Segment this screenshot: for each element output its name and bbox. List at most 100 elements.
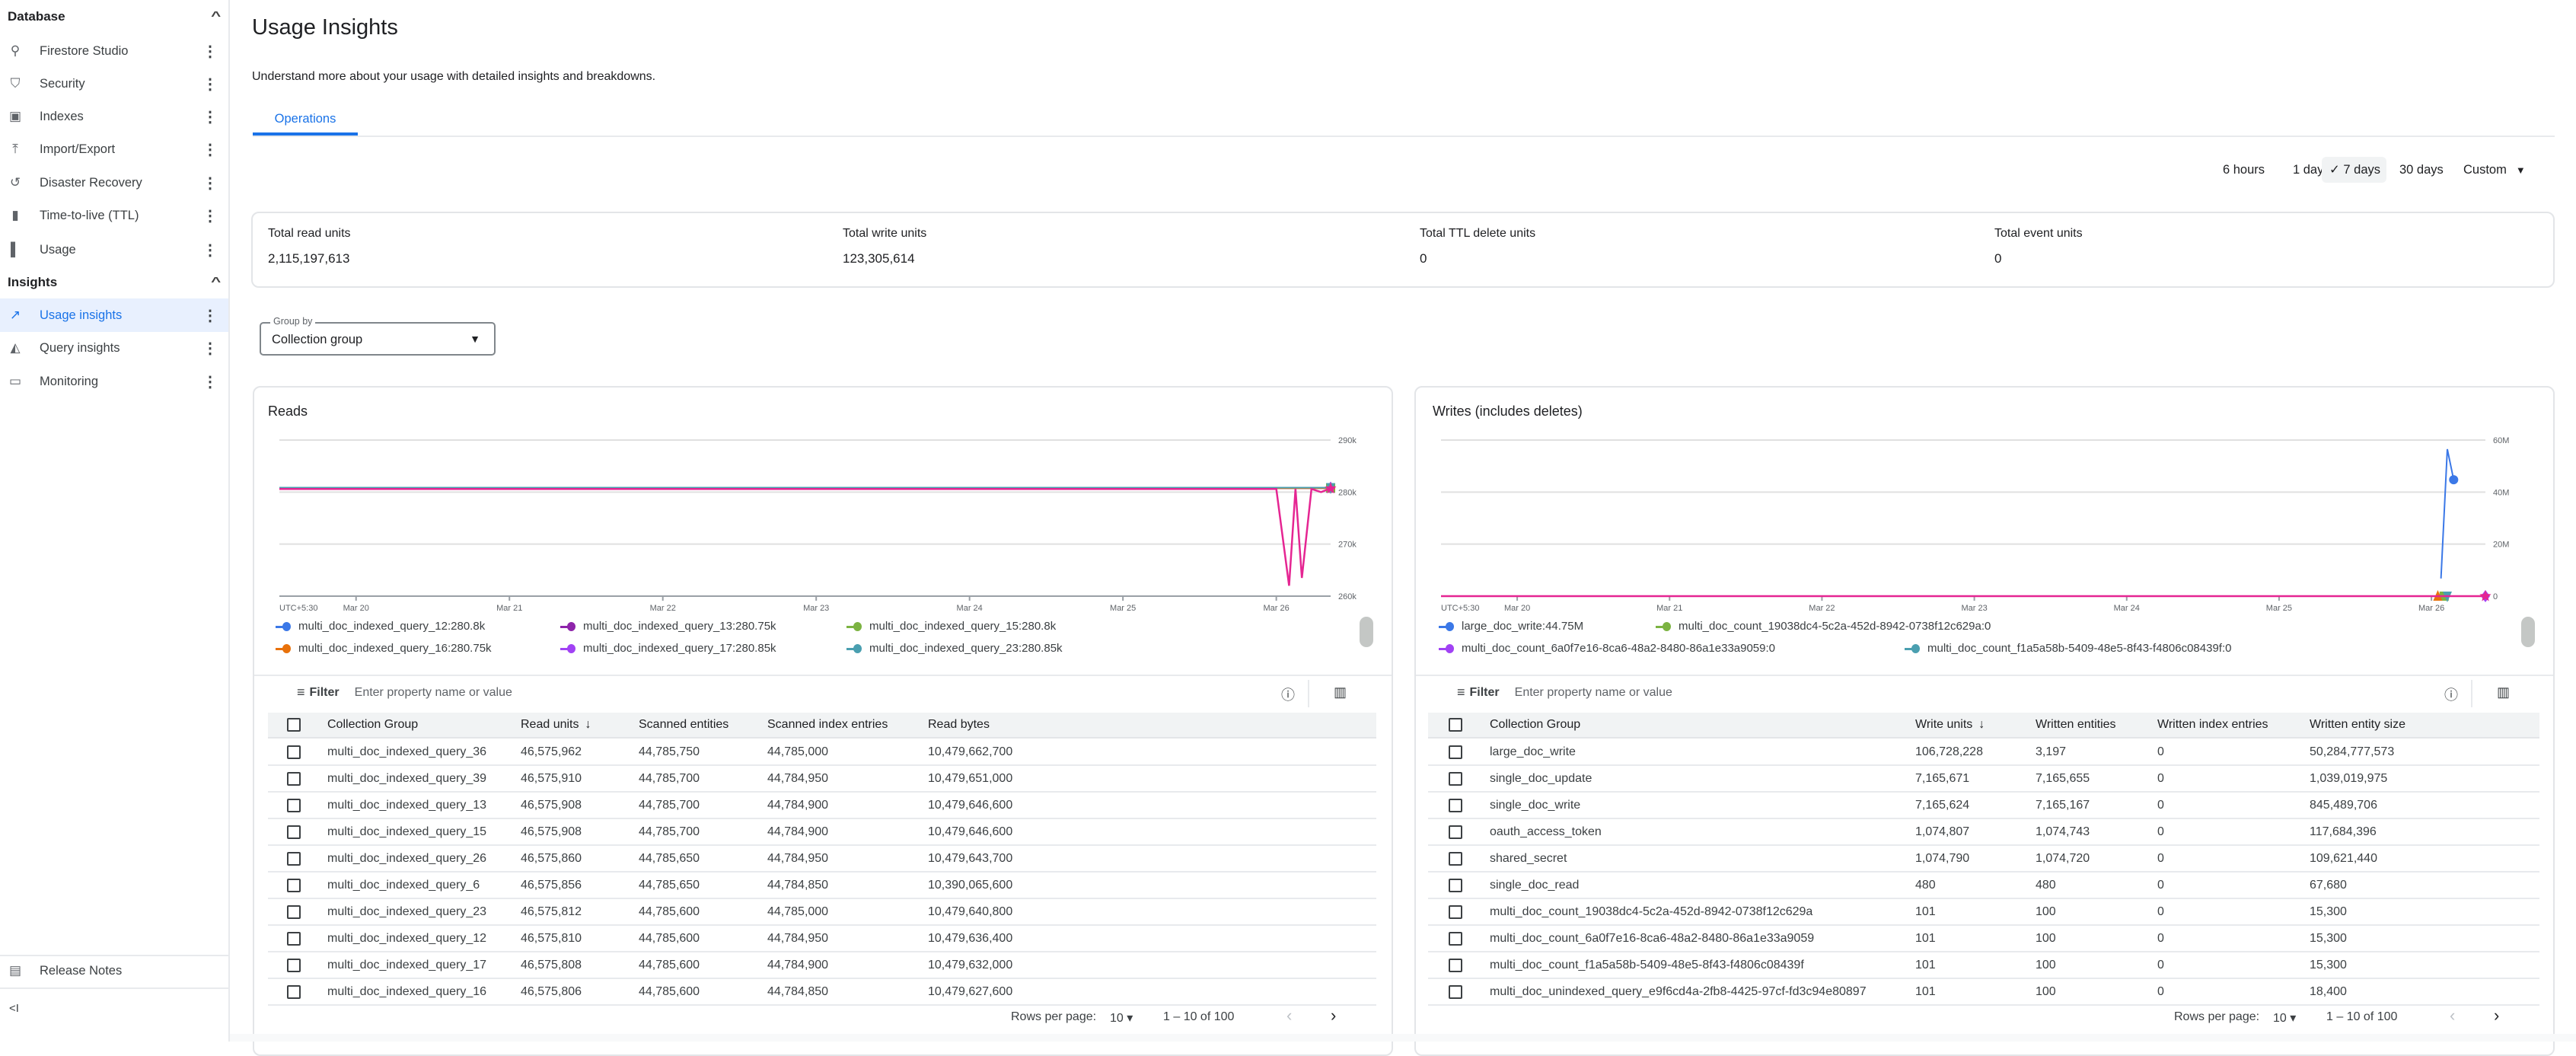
range-1-day[interactable]: 1 day <box>2293 163 2324 177</box>
section-insights[interactable]: Insights ^ <box>8 267 228 298</box>
more-vert-icon[interactable]: ⋮ <box>202 108 218 126</box>
legend-item[interactable]: multi_doc_count_f1a5a58b-5409-48e5-8f43-… <box>1905 642 2231 655</box>
table-cell[interactable]: oauth_access_token <box>1490 825 1602 838</box>
section-database[interactable]: Database ^ <box>8 2 228 32</box>
more-vert-icon[interactable]: ⋮ <box>202 241 218 259</box>
more-vert-icon[interactable]: ⋮ <box>202 43 218 60</box>
table-row[interactable]: single_doc_read 480 480 0 67,680 <box>1428 873 2539 899</box>
sidebar-item-usage-insights[interactable]: ↗ Usage insights ⋮ <box>0 298 228 332</box>
table-row[interactable]: single_doc_update 7,165,671 7,165,655 0 1,03… <box>1428 766 2539 793</box>
previous-page-button[interactable]: ‹ <box>2450 1006 2456 1025</box>
legend-item[interactable]: multi_doc_indexed_query_17: 280.85k <box>560 642 776 655</box>
table-row[interactable]: multi_doc_indexed_query_6 46,575,856 44,78… <box>268 873 1376 899</box>
range-30-days[interactable]: 30 days <box>2399 163 2444 177</box>
table-row[interactable]: multi_doc_indexed_query_15 46,575,908 44,7… <box>268 819 1376 846</box>
table-cell[interactable]: single_doc_read <box>1490 878 1580 892</box>
row-checkbox[interactable] <box>1449 899 1462 924</box>
table-cell[interactable]: multi_doc_indexed_query_6 <box>327 878 480 892</box>
table-row[interactable]: oauth_access_token 1,074,807 1,074,743 0 117… <box>1428 819 2539 846</box>
help-icon[interactable]: ⓘ <box>1281 688 1295 703</box>
rows-per-page-select[interactable]: 10 ▾ <box>2273 1010 2296 1026</box>
select-all-checkbox[interactable] <box>1449 713 1462 737</box>
column-header[interactable]: Collection Group <box>1490 713 1580 737</box>
table-cell[interactable]: multi_doc_indexed_query_39 <box>327 771 487 785</box>
table-row[interactable]: multi_doc_unindexed_query_e9f6cd4a-2fb8-… <box>1428 979 2539 1006</box>
legend-item[interactable]: multi_doc_indexed_query_15: 280.8k <box>846 620 1056 633</box>
table-cell[interactable]: multi_doc_indexed_query_26 <box>327 851 487 865</box>
sidebar-item-time-to-live-ttl[interactable]: ▮ Time-to-live (TTL) ⋮ <box>0 199 228 232</box>
legend-item[interactable]: multi_doc_indexed_query_16: 280.75k <box>276 642 492 655</box>
sidebar-item-indexes[interactable]: ▣ Indexes ⋮ <box>0 100 228 133</box>
table-cell[interactable]: multi_doc_indexed_query_36 <box>327 745 487 758</box>
chevron-up-icon[interactable]: ^ <box>210 10 221 23</box>
row-checkbox[interactable] <box>1449 952 1462 978</box>
table-row[interactable]: multi_doc_indexed_query_36 46,575,962 44,7… <box>268 739 1376 766</box>
more-vert-icon[interactable]: ⋮ <box>202 75 218 93</box>
table-cell[interactable]: multi_doc_indexed_query_12 <box>327 931 487 945</box>
legend-item[interactable]: large_doc_write: 44.75M <box>1439 620 1583 633</box>
table-row[interactable]: multi_doc_indexed_query_23 46,575,812 44,7… <box>268 899 1376 926</box>
sidebar-item-release-notes[interactable]: ▤ Release Notes <box>0 954 228 987</box>
table-cell[interactable]: multi_doc_count_19038dc4-5c2a-452d-8942-… <box>1490 904 1813 918</box>
row-checkbox[interactable] <box>287 793 301 818</box>
help-icon[interactable]: ⓘ <box>2444 688 2458 703</box>
table-row[interactable]: multi_doc_indexed_query_13 46,575,908 44,7… <box>268 793 1376 819</box>
column-header[interactable]: Write units ↓ <box>1915 713 1985 737</box>
sidebar-item-usage[interactable]: ▌ Usage ⋮ <box>0 233 228 266</box>
row-checkbox[interactable] <box>1449 739 1462 764</box>
table-cell[interactable]: multi_doc_indexed_query_23 <box>327 904 487 918</box>
row-checkbox[interactable] <box>287 739 301 764</box>
row-checkbox[interactable] <box>1449 979 1462 1004</box>
group-by-select[interactable]: Group by Collection group ▼ <box>260 316 496 356</box>
row-checkbox[interactable] <box>287 979 301 1004</box>
more-vert-icon[interactable]: ⋮ <box>202 207 218 225</box>
table-row[interactable]: multi_doc_count_f1a5a58b-5409-48e5-8f43-… <box>1428 952 2539 979</box>
select-all-checkbox[interactable] <box>287 713 301 737</box>
row-checkbox[interactable] <box>1449 846 1462 871</box>
more-vert-icon[interactable]: ⋮ <box>202 307 218 324</box>
row-checkbox[interactable] <box>287 873 301 898</box>
row-checkbox[interactable] <box>287 766 301 791</box>
more-vert-icon[interactable]: ⋮ <box>202 340 218 357</box>
more-vert-icon[interactable]: ⋮ <box>202 174 218 192</box>
sidebar-item-query-insights[interactable]: ◭ Query insights ⋮ <box>0 331 228 365</box>
table-cell[interactable]: multi_doc_count_f1a5a58b-5409-48e5-8f43-… <box>1490 958 1804 971</box>
rows-per-page-select[interactable]: 10 ▾ <box>1110 1010 1133 1026</box>
table-cell[interactable]: multi_doc_indexed_query_16 <box>327 984 487 998</box>
table-cell[interactable]: single_doc_write <box>1490 798 1581 812</box>
range-custom[interactable]: Custom ▼ <box>2457 157 2532 183</box>
previous-page-button[interactable]: ‹ <box>1286 1006 1293 1025</box>
table-cell[interactable]: multi_doc_indexed_query_13 <box>327 798 487 812</box>
table-row[interactable]: multi_doc_indexed_query_16 46,575,806 44,7… <box>268 979 1376 1006</box>
sort-arrow-icon[interactable]: ↓ <box>585 718 591 731</box>
table-cell[interactable]: multi_doc_indexed_query_17 <box>327 958 487 971</box>
legend-item[interactable]: multi_doc_count_19038dc4-5c2a-452d-8942-… <box>1656 620 1991 633</box>
more-vert-icon[interactable]: ⋮ <box>202 373 218 391</box>
row-checkbox[interactable] <box>1449 819 1462 844</box>
legend-item[interactable]: multi_doc_indexed_query_12: 280.8k <box>276 620 485 633</box>
row-checkbox[interactable] <box>287 846 301 871</box>
table-cell[interactable]: multi_doc_count_6a0f7e16-8ca6-48a2-8480-… <box>1490 931 1815 945</box>
row-checkbox[interactable] <box>1449 926 1462 951</box>
column-header[interactable]: Written entities <box>2036 713 2116 737</box>
row-checkbox[interactable] <box>287 926 301 951</box>
table-cell[interactable]: shared_secret <box>1490 851 1567 865</box>
table-row[interactable]: large_doc_write 106,728,228 3,197 0 50,284,7… <box>1428 739 2539 766</box>
sidebar-item-monitoring[interactable]: ▭ Monitoring ⋮ <box>0 365 228 398</box>
table-cell[interactable]: multi_doc_unindexed_query_e9f6cd4a-2fb8-… <box>1490 984 1867 998</box>
row-checkbox[interactable] <box>287 952 301 978</box>
column-header[interactable]: Scanned index entries <box>767 713 888 737</box>
writes-legend-scrollbar[interactable] <box>2521 617 2535 647</box>
column-header[interactable]: Read bytes <box>928 713 990 737</box>
table-cell[interactable]: large_doc_write <box>1490 745 1576 758</box>
table-row[interactable]: multi_doc_indexed_query_39 46,575,910 44,7… <box>268 766 1376 793</box>
table-cell[interactable]: single_doc_update <box>1490 771 1592 785</box>
table-row[interactable]: multi_doc_indexed_query_12 46,575,810 44,7… <box>268 926 1376 952</box>
filter-input[interactable]: Enter property name or value <box>1514 685 1672 699</box>
range-6-hours[interactable]: 6 hours <box>2223 163 2265 177</box>
more-vert-icon[interactable]: ⋮ <box>202 141 218 158</box>
row-checkbox[interactable] <box>287 819 301 844</box>
filter-input[interactable]: Enter property name or value <box>354 685 512 699</box>
table-row[interactable]: single_doc_write 7,165,624 7,165,167 0 845,4… <box>1428 793 2539 819</box>
table-row[interactable]: multi_doc_count_19038dc4-5c2a-452d-8942-… <box>1428 899 2539 926</box>
